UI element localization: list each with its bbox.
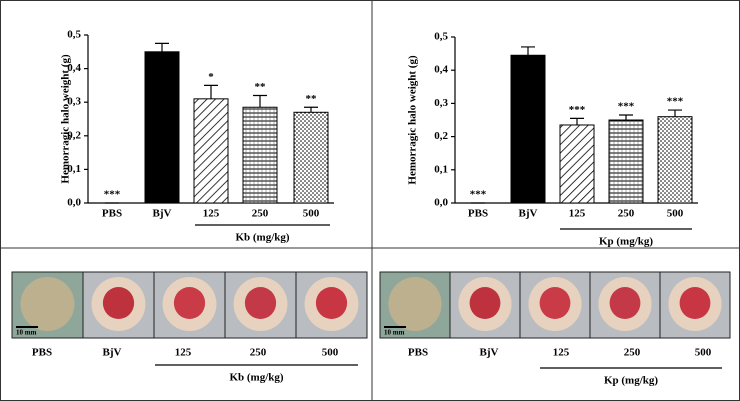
- significance-label: **: [306, 93, 318, 105]
- y-tick-label: 0,1: [67, 163, 81, 175]
- bar: [657, 116, 693, 204]
- hemorrhage: [469, 287, 501, 319]
- error-bar: [570, 117, 584, 125]
- hemorrhage: [102, 287, 135, 319]
- error-bar: [253, 94, 267, 108]
- error-bar: [521, 46, 535, 56]
- bar: [293, 111, 329, 204]
- photo-label: 500: [695, 347, 712, 359]
- photo-label: BjV: [480, 347, 499, 359]
- y-tick-label: 0,5: [434, 31, 448, 43]
- bar: [193, 98, 229, 204]
- scale-label: 10 mm: [16, 329, 37, 337]
- x-tick-label: 500: [303, 208, 320, 220]
- scale-label: 10 mm: [384, 329, 405, 337]
- y-tick-label: 0,2: [67, 129, 81, 141]
- x-tick-label: 500: [667, 208, 684, 220]
- bar: [510, 54, 546, 204]
- bar: [242, 106, 278, 204]
- x-tick-label: 125: [203, 208, 220, 220]
- bar: [144, 51, 180, 204]
- y-tick-label: 0,0: [67, 197, 81, 209]
- y-tick-label: 0,2: [434, 130, 448, 142]
- photo-label: 125: [553, 347, 570, 359]
- error-bar: [668, 109, 682, 117]
- photo-label: BjV: [103, 347, 122, 359]
- x-tick-label: BjV: [153, 208, 172, 220]
- significance-label: **: [255, 81, 267, 93]
- x-tick-label: 125: [569, 208, 586, 220]
- y-tick-label: 0,3: [67, 96, 81, 108]
- hemorrhage: [609, 287, 641, 319]
- tissue: [388, 277, 442, 331]
- significance-label: ***: [569, 104, 586, 116]
- group-label: Kb (mg/kg): [235, 232, 289, 244]
- error-bar: [304, 106, 318, 113]
- error-bar: [619, 114, 633, 120]
- hemorrhage: [315, 287, 348, 319]
- hemorrhage: [539, 287, 571, 319]
- significance-label: *: [208, 71, 214, 83]
- y-axis-label: Hemorragic halo weight (g): [60, 54, 72, 184]
- photo-label: 500: [322, 347, 339, 359]
- bar: [608, 119, 644, 204]
- significance-label: ***: [470, 189, 487, 201]
- hemorrhage: [679, 287, 711, 319]
- tissue: [20, 277, 75, 331]
- x-tick-label: BjV: [519, 208, 538, 220]
- group-label: Kp (mg/kg): [604, 375, 658, 387]
- group-label: Kp (mg/kg): [599, 236, 653, 248]
- group-label: Kb (mg/kg): [229, 372, 283, 384]
- y-tick-label: 0,1: [434, 163, 448, 175]
- photo-strips: PBS BjV 125 250 500 10 mm Kb (mg/kg) PBS BjV 125 2…: [11, 271, 731, 387]
- significance-label: ***: [618, 101, 635, 113]
- y-tick-label: 0,3: [434, 97, 448, 109]
- x-tick-label: PBS: [468, 208, 488, 220]
- x-tick-label: 250: [252, 208, 269, 220]
- photo-label: PBS: [408, 347, 428, 359]
- bar: [559, 124, 595, 204]
- photo-label: 125: [175, 347, 192, 359]
- y-tick-label: 0,5: [67, 29, 81, 41]
- significance-label: ***: [104, 189, 121, 201]
- error-bar: [204, 84, 218, 99]
- photo-label: 250: [624, 347, 641, 359]
- x-tick-label: PBS: [102, 208, 122, 220]
- photo-label: 250: [250, 347, 267, 359]
- y-axis-label: Hemorragic halo weight (g): [407, 55, 419, 185]
- error-bar: [155, 42, 169, 52]
- x-tick-label: 250: [618, 208, 635, 220]
- y-tick-label: 0,0: [434, 197, 448, 209]
- y-tick-label: 0,4: [434, 64, 448, 76]
- hemorrhage: [244, 287, 277, 319]
- significance-label: ***: [667, 96, 684, 108]
- y-tick-label: 0,4: [67, 62, 81, 74]
- photo-label: PBS: [32, 347, 52, 359]
- hemorrhage: [173, 287, 206, 319]
